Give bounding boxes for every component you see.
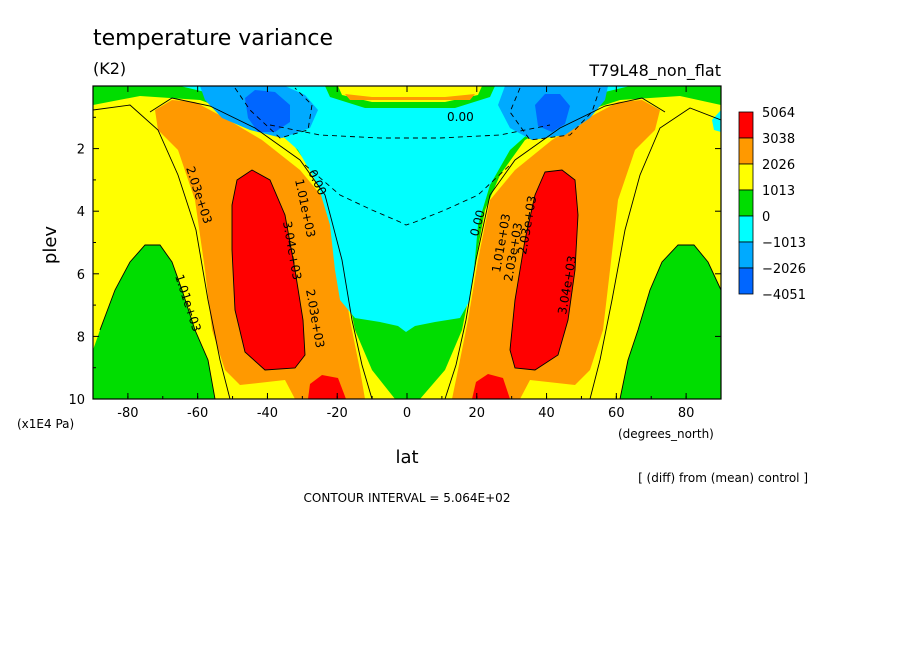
y-tick-label: 2 (77, 143, 85, 158)
contour-line-right-outer (444, 97, 666, 399)
colorbar: 5064 3038 2026 1013 0 −1013 −2026 −4051 (738, 106, 806, 303)
colorbar-swatch (738, 111, 754, 139)
y-units: (x1E4 Pa) (17, 417, 74, 431)
band-cyan-edge (712, 110, 721, 132)
colorbar-swatch (738, 163, 754, 191)
contour-line-right-low (619, 244, 721, 399)
x-tick-label: 20 (469, 406, 486, 421)
contour-line-dashed-lower (304, 164, 511, 226)
contour-label: 0.00 (467, 208, 487, 237)
x-tick-label: -40 (257, 406, 278, 421)
contour-line-left-outer (149, 97, 373, 399)
contour-line-dashed-left-blue (234, 87, 313, 139)
negative-contour-lines (234, 87, 601, 226)
colorbar-swatch (738, 189, 754, 217)
contour-field: 0.00 0.00 0.00 1.01e+03 1.01e+03 1.01e+0… (93, 86, 721, 399)
colorbar-label: 2026 (762, 158, 795, 173)
y-axis-label: plev (40, 226, 61, 265)
colorbar-swatch (738, 215, 754, 243)
x-units: (degrees_north) (618, 427, 714, 441)
colorbar-label: −4051 (762, 288, 806, 303)
run-label: T79L48_non_flat (588, 61, 721, 81)
contour-line-left-red (231, 169, 306, 371)
y-axis: 2 4 6 8 10 (68, 116, 721, 408)
x-tick-label: 60 (608, 406, 625, 421)
band-red-right (510, 170, 578, 370)
chart-title: temperature variance (93, 26, 333, 51)
x-tick-label: -60 (187, 406, 208, 421)
x-tick-label: -20 (327, 406, 348, 421)
colorbar-swatch (738, 267, 754, 295)
y-tick-label: 8 (77, 330, 85, 345)
contour-label: 0.00 (447, 110, 474, 124)
y-tick-label: 4 (77, 205, 85, 220)
x-tick-label: -80 (117, 406, 138, 421)
band-green-right-low (620, 245, 721, 399)
band-blue-left (245, 90, 290, 132)
band-red-left (232, 170, 305, 370)
colorbar-swatch (738, 241, 754, 269)
band-blue-right (535, 94, 570, 132)
band-red-left-base (308, 375, 346, 399)
y-tick-label: 6 (77, 268, 85, 283)
contour-line-right-far (589, 107, 721, 399)
colorbar-label: −2026 (762, 262, 806, 277)
top-strip-orange (345, 94, 475, 100)
contour-line-left-far (93, 104, 231, 399)
units-label: (K2) (93, 59, 126, 78)
x-axis: -80 -60 -40 -20 0 20 40 60 80 (92, 86, 722, 421)
colorbar-label: 3038 (762, 132, 795, 147)
contour-interval: CONTOUR INTERVAL = 5.064E+02 (304, 491, 511, 505)
contour-line-right-red (509, 169, 579, 371)
contour-line-left-low (99, 244, 216, 399)
diff-note: [ (diff) from (mean) control ] (638, 471, 808, 485)
x-tick-label: 0 (403, 406, 411, 421)
colorbar-label: 1013 (762, 184, 795, 199)
contour-line-dashed-right-blue (509, 87, 601, 141)
colorbar-label: −1013 (762, 236, 806, 251)
contour-lines (93, 97, 721, 399)
colorbar-label: 0 (762, 210, 770, 225)
x-axis-label: lat (395, 447, 418, 468)
band-cyan (180, 86, 630, 332)
band-green-left-low (93, 245, 215, 399)
colorbar-label: 5064 (762, 106, 795, 121)
x-tick-label: 40 (538, 406, 555, 421)
colorbar-swatch (738, 137, 754, 165)
x-tick-label: 80 (678, 406, 695, 421)
y-tick-label: 10 (68, 393, 85, 408)
band-red-right-base (472, 374, 510, 399)
